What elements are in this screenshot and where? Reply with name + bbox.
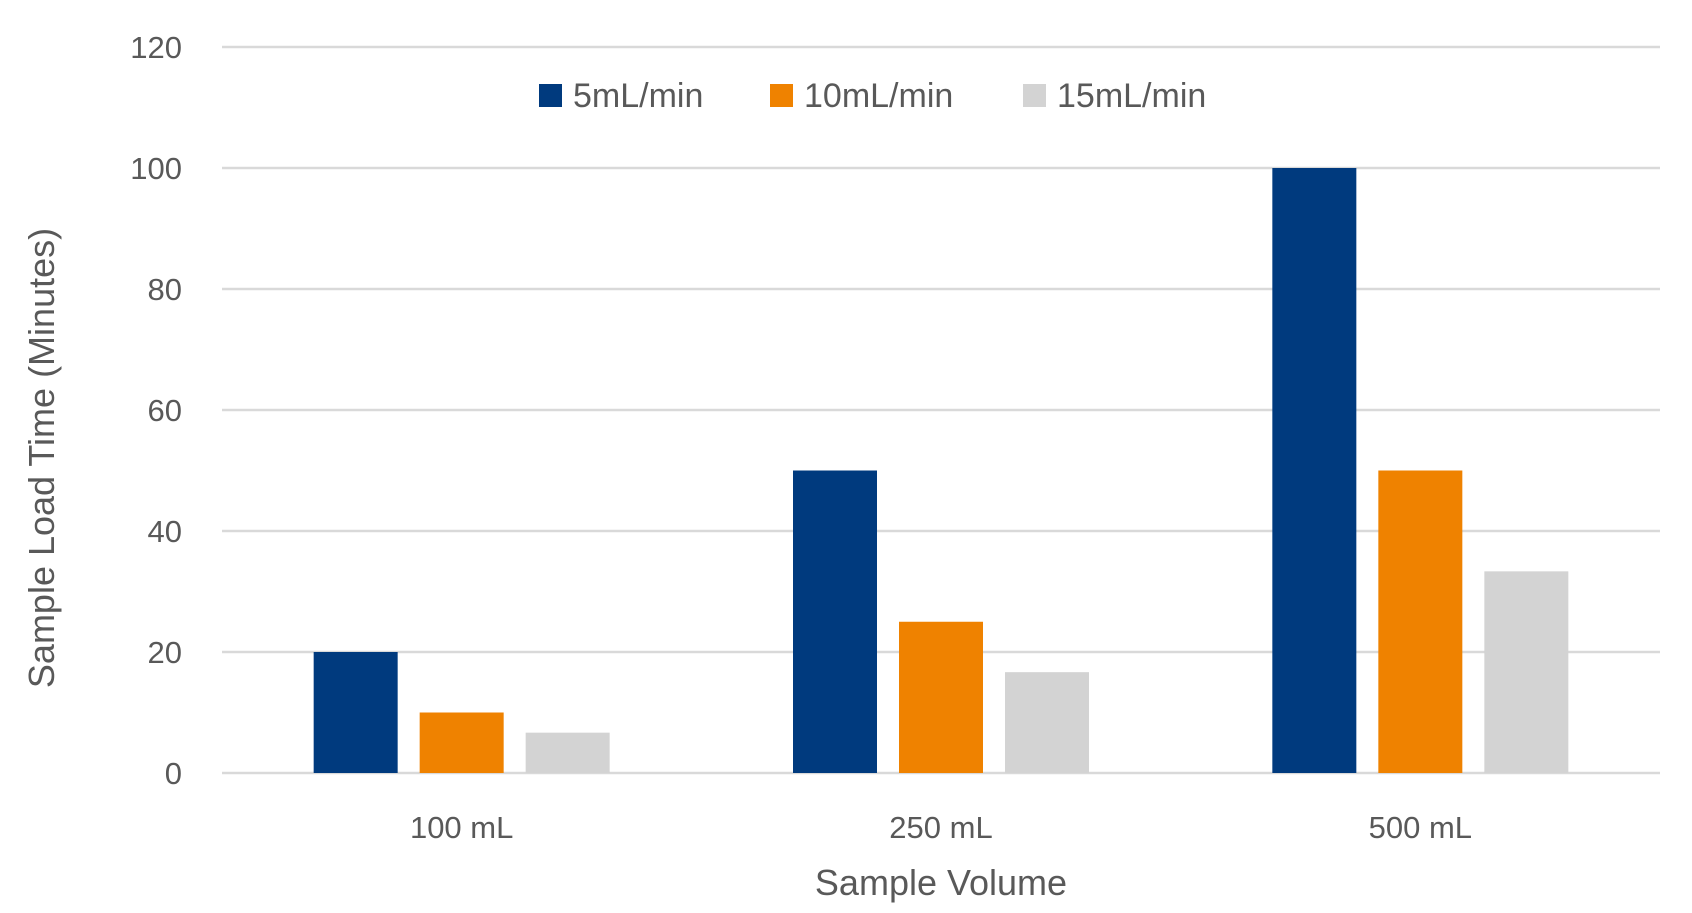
- legend-label: 5mL/min: [573, 77, 703, 115]
- legend-label: 10mL/min: [804, 77, 953, 115]
- legend-swatch: [1023, 84, 1046, 107]
- x-tick-label: 100 mL: [410, 810, 513, 845]
- bar-5mlmin-250ml: [793, 470, 877, 773]
- bar-5mlmin-500ml: [1272, 168, 1357, 773]
- y-tick-label: 60: [148, 393, 182, 428]
- y-axis-ticks: 0 20 40 60 80 100 120: [130, 30, 182, 791]
- y-tick-label: 100: [130, 151, 182, 186]
- y-tick-label: 20: [148, 635, 182, 670]
- x-tick-label: 250 mL: [889, 810, 992, 845]
- y-axis-title: Sample Load Time (Minutes): [21, 228, 62, 688]
- legend-item: 5mL/min: [539, 77, 703, 115]
- y-tick-label: 40: [148, 514, 182, 549]
- bar-10mlmin-250ml: [899, 621, 983, 773]
- x-axis-ticks: 100 mL 250 mL 500 mL: [410, 810, 1472, 845]
- bar-5mlmin-100ml: [313, 652, 398, 773]
- bar-10mlmin-100ml: [419, 712, 504, 773]
- legend-item: 15mL/min: [1023, 77, 1206, 115]
- legend-label: 15mL/min: [1057, 77, 1206, 115]
- gridlines: [222, 45, 1660, 775]
- bars: [313, 168, 1569, 773]
- y-tick-label: 120: [130, 30, 182, 65]
- x-axis-title: Sample Volume: [815, 862, 1067, 903]
- bar-15mlmin-250ml: [1005, 672, 1089, 773]
- y-tick-label: 0: [165, 756, 182, 791]
- legend: 5mL/min 10mL/min 15mL/min: [539, 77, 1206, 115]
- bar-15mlmin-100ml: [525, 732, 610, 773]
- bar-10mlmin-500ml: [1378, 470, 1463, 773]
- legend-swatch: [539, 84, 562, 107]
- legend-swatch: [770, 84, 793, 107]
- y-tick-label: 80: [148, 272, 182, 307]
- legend-item: 10mL/min: [770, 77, 953, 115]
- bar-15mlmin-500ml: [1484, 571, 1569, 773]
- x-tick-label: 500 mL: [1369, 810, 1472, 845]
